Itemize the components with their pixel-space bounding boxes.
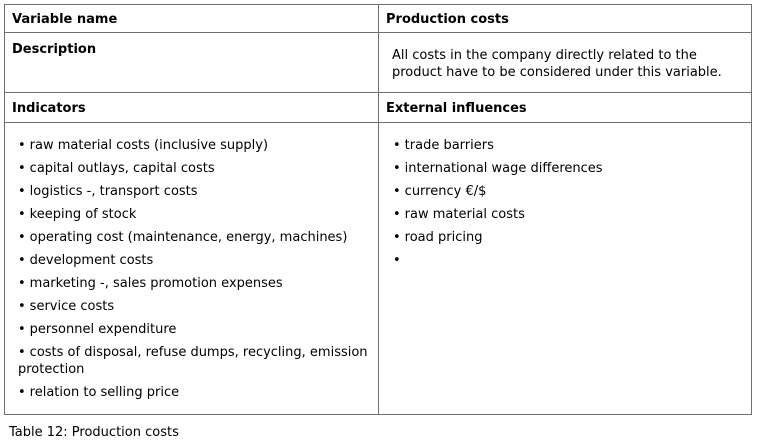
variable-name-header: Variable name (12, 12, 118, 27)
indicator-item-text: development costs (29, 253, 154, 268)
indicator-item: • capital outlays, capital costs (18, 160, 373, 177)
indicator-item-text: raw material costs (inclusive supply) (29, 138, 269, 153)
indicator-item-text: operating cost (maintenance, energy, mac… (29, 230, 348, 245)
description-label: Description (12, 42, 97, 57)
external-influence-item: • raw material costs (393, 206, 743, 223)
indicator-item: • relation to selling price (18, 384, 373, 401)
indicator-item: • operating cost (maintenance, energy, ma… (18, 229, 373, 246)
description-text: All costs in the company directly relate… (392, 48, 722, 80)
indicators-list-cell: • raw material costs (inclusive supply) • c… (18, 137, 373, 407)
indicator-item-text: keeping of stock (29, 207, 137, 222)
bullet-icon: • (18, 207, 26, 222)
external-influence-item: • road pricing (393, 229, 743, 246)
table-caption: Table 12: Production costs (9, 425, 179, 440)
indicator-item-text: service costs (29, 299, 115, 314)
indicator-item-text: personnel expenditure (29, 322, 177, 337)
indicator-item-text: relation to selling price (29, 385, 180, 400)
external-influences-label: External influences (386, 101, 527, 116)
indicator-item: • keeping of stock (18, 206, 373, 223)
bullet-icon: • (18, 161, 26, 176)
bullet-icon: • (393, 207, 401, 222)
external-influence-item: • (393, 252, 743, 269)
indicators-label: Indicators (12, 101, 86, 116)
indicator-item: • raw material costs (inclusive supply) (18, 137, 373, 154)
indicator-item: • marketing -, sales promotion expenses (18, 275, 373, 292)
indicator-item: • logistics -, transport costs (18, 183, 373, 200)
bullet-icon: • (18, 276, 26, 291)
bullet-icon: • (393, 161, 401, 176)
bullet-icon: • (393, 253, 401, 268)
bullet-icon: • (393, 184, 401, 199)
external-influence-item-text: international wage differences (404, 161, 603, 176)
external-influences-list: • trade barriers • international wage diffe… (393, 137, 743, 269)
indicator-item: • development costs (18, 252, 373, 269)
external-influences-cell: • trade barriers • international wage diffe… (393, 137, 743, 275)
bullet-icon: • (18, 253, 26, 268)
bullet-icon: • (393, 230, 401, 245)
bullet-icon: • (393, 138, 401, 153)
bullet-icon: • (18, 138, 26, 153)
indicator-item-text: capital outlays, capital costs (29, 161, 215, 176)
bullet-icon: • (18, 345, 26, 360)
bullet-icon: • (18, 322, 26, 337)
external-influence-item-text: raw material costs (404, 207, 525, 222)
external-influence-item-text: trade barriers (404, 138, 494, 153)
external-influence-item: • currency €/$ (393, 183, 743, 200)
external-influence-item: • trade barriers (393, 137, 743, 154)
indicator-item: • costs of disposal, refuse dumps, recycl… (18, 344, 373, 378)
indicators-list: • raw material costs (inclusive supply) • c… (18, 137, 373, 401)
bullet-icon: • (18, 184, 26, 199)
column-divider (378, 5, 379, 414)
indicator-item: • service costs (18, 298, 373, 315)
indicator-item: • personnel expenditure (18, 321, 373, 338)
external-influence-item-text: road pricing (404, 230, 483, 245)
indicator-item-text: costs of disposal, refuse dumps, recycli… (18, 345, 368, 377)
variable-name-value: Production costs (386, 12, 509, 27)
external-influence-item: • international wage differences (393, 160, 743, 177)
indicator-item-text: marketing -, sales promotion expenses (29, 276, 283, 291)
indicator-item-text: logistics -, transport costs (29, 184, 198, 199)
bullet-icon: • (18, 299, 26, 314)
bullet-icon: • (18, 230, 26, 245)
bullet-icon: • (18, 385, 26, 400)
external-influence-item-text: currency €/$ (404, 184, 487, 199)
production-costs-table: Variable name Production costs Descripti… (4, 4, 752, 415)
